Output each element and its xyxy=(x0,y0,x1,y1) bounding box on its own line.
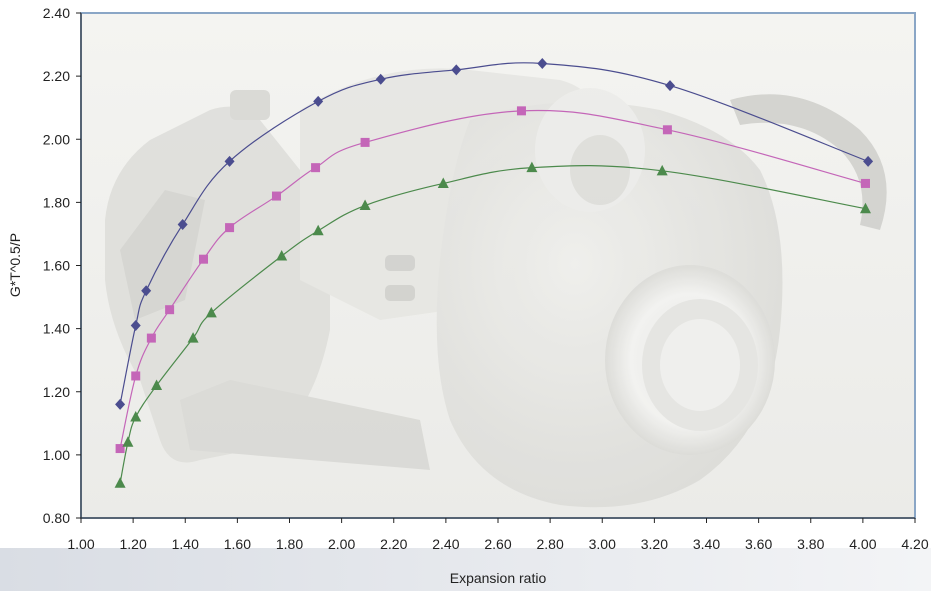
x-axis-ticks: 1.00 1.20 1.40 1.60 1.80 2.00 2.20 2.40 2.60 2.80… xyxy=(67,518,929,552)
x-tick-label: 1.20 xyxy=(120,536,147,552)
y-tick-label: 0.80 xyxy=(43,510,70,526)
x-tick-label: 1.80 xyxy=(276,536,303,552)
series-group xyxy=(114,58,874,488)
data-point xyxy=(141,285,152,297)
x-tick-label: 2.60 xyxy=(484,536,511,552)
x-tick-label: 1.40 xyxy=(172,536,199,552)
data-point xyxy=(115,398,126,410)
data-point xyxy=(863,155,874,167)
data-point xyxy=(225,223,235,233)
y-tick-label: 1.40 xyxy=(43,321,70,337)
x-tick-label: 3.00 xyxy=(589,536,616,552)
x-tick-label: 4.20 xyxy=(901,536,928,552)
data-point xyxy=(122,436,134,447)
data-point xyxy=(437,177,449,188)
x-tick-label: 2.20 xyxy=(380,536,407,552)
series-line xyxy=(119,165,866,484)
series-3 xyxy=(114,161,871,488)
data-point xyxy=(662,125,672,135)
data-point xyxy=(860,178,870,188)
data-point xyxy=(165,305,175,315)
x-tick-label: 4.00 xyxy=(849,536,876,552)
series-2 xyxy=(115,106,870,454)
x-tick-label: 2.80 xyxy=(537,536,564,552)
data-point xyxy=(114,477,126,488)
data-point xyxy=(198,254,208,264)
data-point xyxy=(526,161,538,173)
y-tick-label: 2.00 xyxy=(43,131,70,147)
data-point xyxy=(131,371,141,381)
x-tick-label: 3.60 xyxy=(745,536,772,552)
y-tick-label: 1.20 xyxy=(43,384,70,400)
y-tick-label: 1.00 xyxy=(43,447,70,463)
data-point xyxy=(311,163,321,173)
data-point xyxy=(516,106,526,116)
data-point xyxy=(276,250,288,261)
data-point xyxy=(130,319,141,331)
data-point xyxy=(451,64,462,76)
data-point xyxy=(359,199,371,211)
data-point xyxy=(859,202,871,214)
y-tick-label: 2.20 xyxy=(43,68,70,84)
data-point xyxy=(151,379,163,390)
data-point xyxy=(665,80,676,92)
data-point xyxy=(537,58,548,69)
x-tick-label: 2.40 xyxy=(432,536,459,552)
x-tick-label: 1.60 xyxy=(224,536,251,552)
y-tick-label: 1.80 xyxy=(43,194,70,210)
x-axis-title: Expansion ratio xyxy=(450,570,547,586)
data-point xyxy=(115,444,125,454)
data-point xyxy=(656,164,668,176)
data-point xyxy=(313,95,324,107)
x-tick-label: 3.80 xyxy=(797,536,824,552)
y-tick-label: 2.40 xyxy=(43,5,70,21)
data-point xyxy=(312,224,324,236)
x-tick-label: 3.40 xyxy=(693,536,720,552)
y-axis-ticks: 0.80 1.00 1.20 1.40 1.60 1.80 2.00 2.20 2.40 xyxy=(43,5,81,526)
x-tick-label: 1.00 xyxy=(67,536,94,552)
data-point xyxy=(360,137,370,147)
data-point xyxy=(146,333,156,343)
y-tick-label: 1.60 xyxy=(43,258,70,274)
data-point xyxy=(205,306,217,318)
x-tick-label: 3.20 xyxy=(641,536,668,552)
data-point xyxy=(177,218,188,230)
y-axis-title: G*T^0.5/P xyxy=(7,233,23,297)
data-point xyxy=(271,191,281,201)
data-point xyxy=(130,411,142,422)
x-tick-label: 2.00 xyxy=(328,536,355,552)
data-point xyxy=(187,332,199,343)
data-point xyxy=(375,73,386,85)
series-1 xyxy=(115,58,874,410)
data-point xyxy=(224,155,235,167)
